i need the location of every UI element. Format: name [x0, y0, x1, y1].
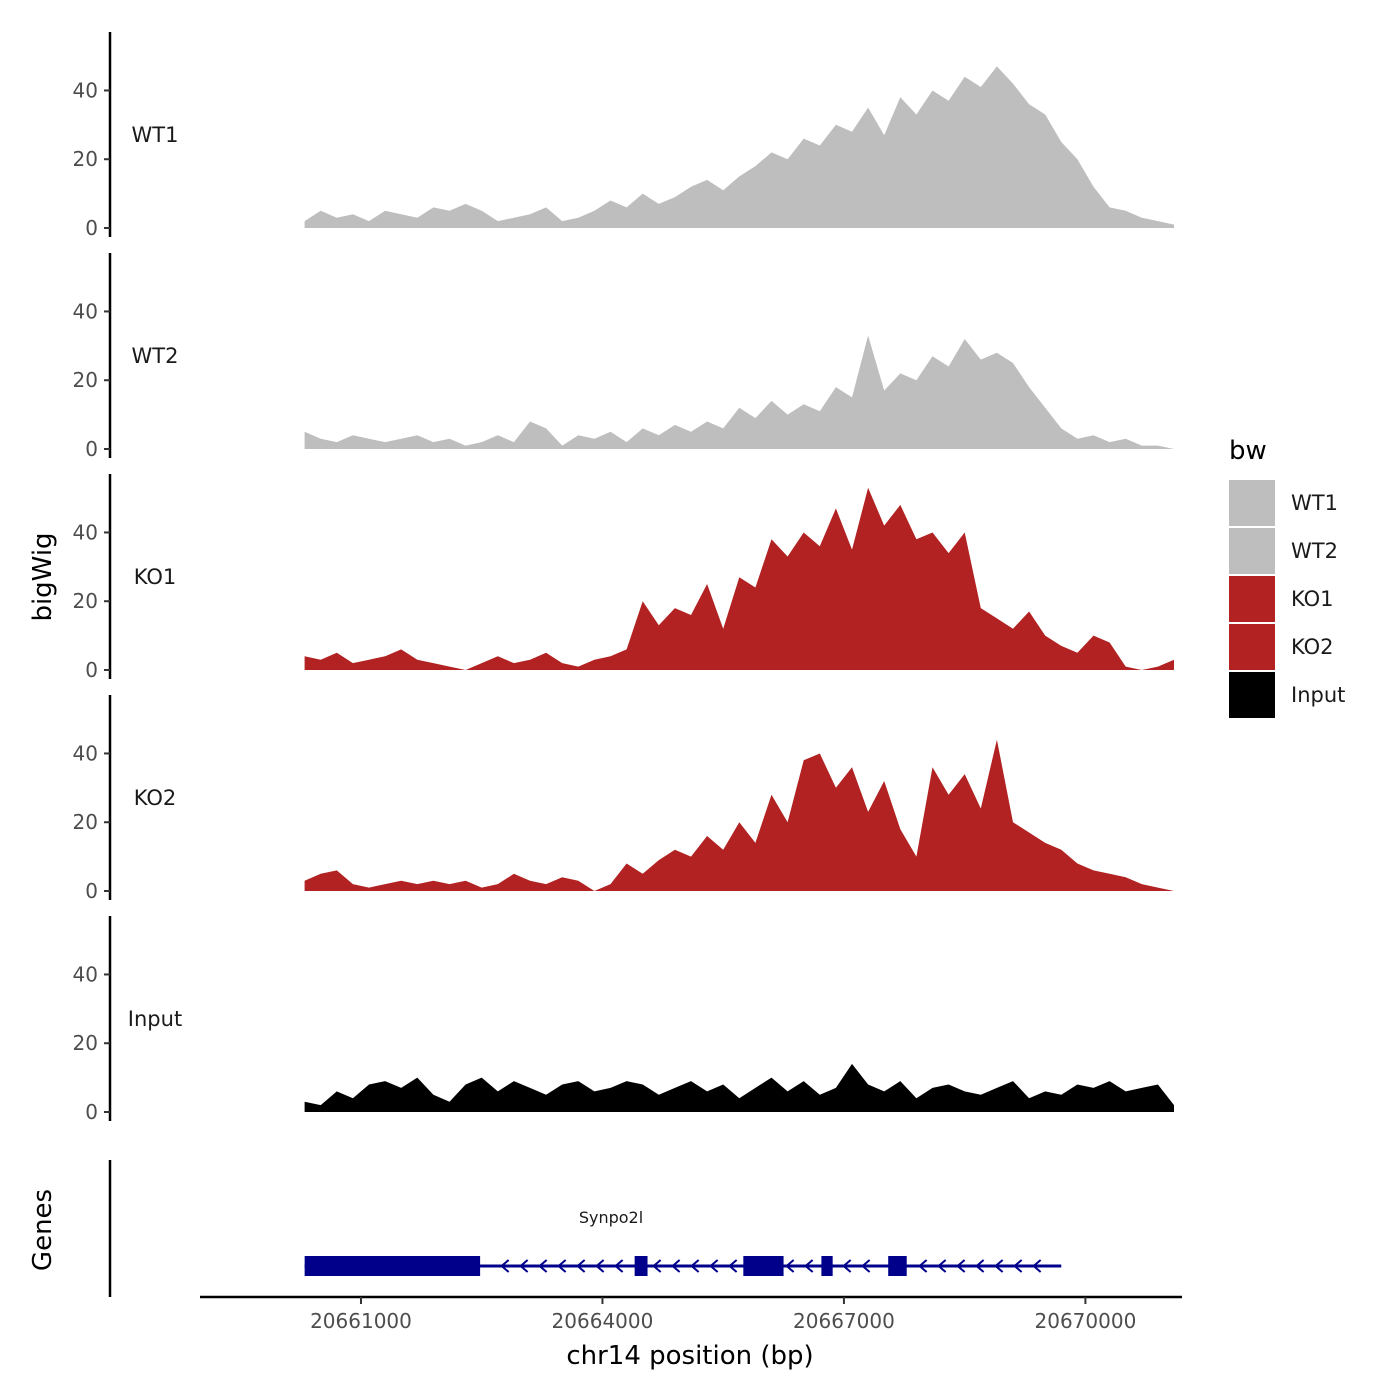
- x-tick-label: 20670000: [1035, 1309, 1137, 1333]
- y-axis-title: bigWig: [28, 532, 58, 621]
- gene-exon: [304, 1256, 481, 1276]
- gene-strand-arrow: [690, 1259, 700, 1273]
- legend-key-ko1: [1229, 576, 1275, 622]
- tracks-layer: 0 20 40 WT1 0 20 40 WT2 0 20 40 KO1 0 20 40 KO2 0 20 40 Inp…: [73, 32, 1175, 1124]
- track-area-wt1: [304, 66, 1175, 229]
- gene-strand-arrow: [804, 1259, 814, 1273]
- legend-label-ko2: KO2: [1291, 635, 1334, 659]
- legend-label-wt2: WT2: [1291, 539, 1338, 563]
- legend-label-wt1: WT1: [1291, 491, 1338, 515]
- legend-key-ko2: [1229, 624, 1275, 670]
- gene-strand-arrow: [994, 1259, 1004, 1273]
- x-tick-label: 20667000: [793, 1309, 895, 1333]
- legend-key-wt1: [1229, 480, 1275, 526]
- legend: bw WT1 WT2 KO1 KO2 Input: [1229, 436, 1345, 718]
- gene-strand-arrow: [956, 1259, 966, 1273]
- track-panel-ko1: 0 20 40 KO1: [73, 474, 1175, 682]
- genes-layer: Synpo2l: [108, 1160, 1062, 1297]
- gene-strand-arrow: [671, 1259, 681, 1273]
- gene-strand-arrow: [652, 1259, 662, 1273]
- track-area-ko1: [304, 487, 1175, 670]
- gene-strand-arrow: [842, 1259, 852, 1273]
- y-tick-label: 20: [73, 589, 98, 613]
- x-axis-title: chr14 position (bp): [566, 1341, 813, 1371]
- gene-exon: [634, 1256, 648, 1276]
- y-tick-label: 40: [73, 741, 98, 765]
- legend-key-wt2: [1229, 528, 1275, 574]
- y-tick-label: 0: [85, 658, 98, 682]
- gene-strand-arrow: [614, 1259, 624, 1273]
- y-tick-label: 0: [85, 1100, 98, 1124]
- y-tick-label: 40: [73, 299, 98, 323]
- y-tick-label: 40: [73, 962, 98, 986]
- y-tick-label: 40: [73, 78, 98, 102]
- track-panel-wt2: 0 20 40 WT2: [73, 253, 1175, 461]
- x-tick-label: 20661000: [310, 1309, 412, 1333]
- x-axis: 20661000 20664000 20667000 20670000: [200, 1295, 1182, 1333]
- track-label: WT1: [132, 123, 179, 147]
- y-tick-label: 0: [85, 879, 98, 903]
- genes-axis-title: Genes: [28, 1189, 58, 1271]
- track-area-ko2: [304, 739, 1175, 891]
- y-tick-label: 0: [85, 437, 98, 461]
- track-label: WT2: [132, 344, 179, 368]
- gene-strand-arrow: [861, 1259, 871, 1273]
- gene-strand-arrow: [1013, 1259, 1023, 1273]
- legend-key-input: [1229, 672, 1275, 718]
- gene-strand-arrow: [975, 1259, 985, 1273]
- gene-strand-arrow: [709, 1259, 719, 1273]
- gene-strand-arrow: [937, 1259, 947, 1273]
- y-tick-label: 20: [73, 368, 98, 392]
- gene-strand-arrow: [576, 1259, 586, 1273]
- gene-strand-arrow: [595, 1259, 605, 1273]
- gene-exon: [821, 1256, 833, 1276]
- gene-strand-arrow: [519, 1259, 529, 1273]
- legend-title: bw: [1229, 436, 1267, 466]
- track-label: Input: [128, 1007, 182, 1031]
- gene-strand-arrow: [785, 1259, 795, 1273]
- legend-label-input: Input: [1291, 683, 1345, 707]
- gene-exon: [888, 1256, 907, 1276]
- track-label: KO2: [134, 786, 177, 810]
- track-label: KO1: [134, 565, 177, 589]
- gene-strand-arrow: [918, 1259, 928, 1273]
- y-tick-label: 20: [73, 1031, 98, 1055]
- y-tick-label: 20: [73, 810, 98, 834]
- gene-exon: [743, 1256, 784, 1276]
- legend-label-ko1: KO1: [1291, 587, 1334, 611]
- y-tick-label: 40: [73, 520, 98, 544]
- gene-name-label: Synpo2l: [579, 1208, 643, 1227]
- track-panel-input: 0 20 40 Input: [73, 916, 1175, 1124]
- track-area-wt2: [304, 335, 1175, 449]
- gene-strand-arrow: [1032, 1259, 1042, 1273]
- x-tick-label: 20664000: [552, 1309, 654, 1333]
- gene-strand-arrow: [728, 1259, 738, 1273]
- y-tick-label: 20: [73, 147, 98, 171]
- track-panel-ko2: 0 20 40 KO2: [73, 695, 1175, 903]
- gene-strand-arrow: [538, 1259, 548, 1273]
- track-panel-wt1: 0 20 40 WT1: [73, 32, 1175, 240]
- y-tick-label: 0: [85, 216, 98, 240]
- gene-strand-arrow: [557, 1259, 567, 1273]
- gene-strand-arrow: [500, 1259, 510, 1273]
- track-area-input: [304, 1063, 1175, 1112]
